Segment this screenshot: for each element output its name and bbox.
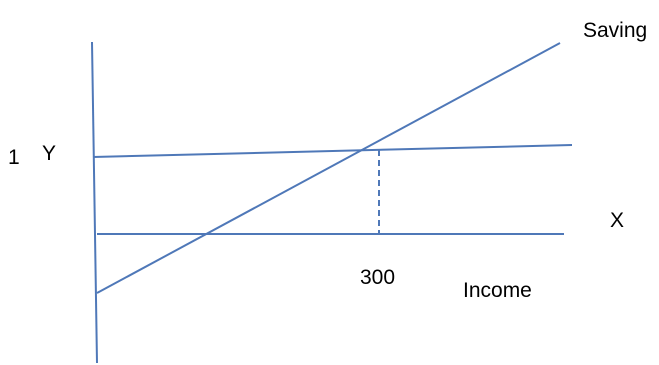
y-marker-number: 1	[8, 146, 20, 169]
y-axis-label: Y	[42, 142, 57, 165]
income-label: Income	[463, 279, 532, 302]
saving-label: Saving	[583, 19, 648, 42]
vertical-axis	[91, 41, 98, 364]
x-axis-label: X	[610, 209, 625, 232]
investment-line	[92, 144, 573, 158]
income-value-label: 300	[360, 266, 396, 289]
saving-line	[96, 42, 561, 294]
